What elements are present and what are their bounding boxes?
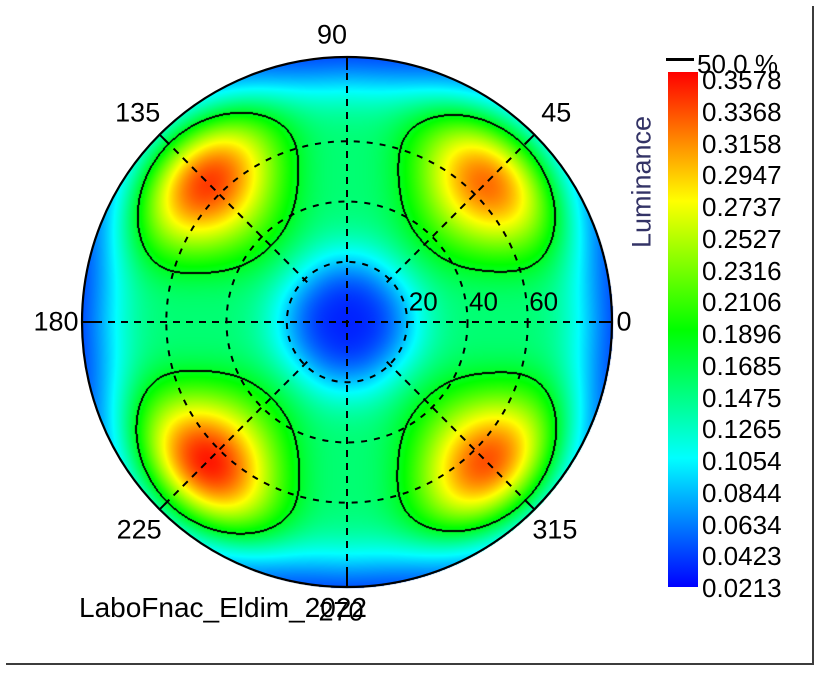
angle-label-225: 225	[116, 514, 162, 545]
colorbar-tick-label: 0.0634	[702, 509, 782, 540]
contour-level-marker-line	[666, 58, 694, 61]
colorbar-tick-label: 0.1054	[702, 446, 782, 476]
azimuth-grid-line-315	[386, 361, 536, 511]
radial-label-20: 20	[408, 286, 438, 317]
colorbar-tick-label: 0.2947	[702, 160, 782, 191]
angle-label-135: 135	[115, 97, 161, 128]
colorbar-tick-label: 0.2527	[702, 223, 782, 254]
radial-label-60: 60	[529, 286, 559, 317]
azimuth-grid-line-225	[158, 361, 308, 511]
angle-tick-135	[158, 133, 170, 145]
colorbar-tick-label: 0.3158	[702, 128, 782, 159]
window-border-right	[812, 6, 814, 665]
angle-label-45: 45	[541, 97, 572, 128]
radial-label-40: 40	[468, 286, 498, 317]
colorbar-tick-label: 0.0844	[702, 477, 782, 508]
colorbar-tick-label: 0.1685	[702, 350, 782, 381]
colorbar-tick-label: 0.2737	[702, 192, 782, 222]
colorbar-tick-label: 0.1265	[702, 414, 782, 445]
measurement-title: LaboFnac_Eldim_2022	[79, 592, 367, 623]
angle-label-270: 270	[318, 596, 364, 627]
angle-tick-225	[158, 499, 170, 511]
angle-label-0: 0	[616, 306, 632, 337]
colorbar-title: Luminance	[626, 115, 657, 249]
colorbar-tick-label: 0.3578	[702, 65, 782, 95]
colorbar-tick-label: 0.1896	[702, 319, 782, 349]
angle-label-180: 180	[33, 306, 79, 337]
colorbar-gradient-bar	[668, 72, 698, 587]
colorbar-tick-label: 0.1475	[702, 382, 782, 413]
angle-tick-315	[524, 499, 536, 511]
angle-label-315: 315	[532, 514, 578, 545]
colorbar-tick-label: 0.2316	[702, 255, 782, 286]
azimuth-grid-line-135	[158, 133, 308, 283]
colorbar-tick-label: 0.2106	[702, 287, 782, 318]
azimuth-grid-line-45	[386, 133, 536, 283]
window-border-bottom	[6, 663, 814, 665]
colorbar-tick-label: 0.0213	[702, 573, 782, 603]
contour-level-label: 50.0 %	[697, 49, 778, 79]
angle-label-90: 90	[316, 19, 348, 50]
colorbar-tick-label: 0.0423	[702, 541, 782, 572]
colorbar-tick-label: 0.3368	[702, 96, 782, 127]
angle-tick-45	[524, 133, 536, 145]
